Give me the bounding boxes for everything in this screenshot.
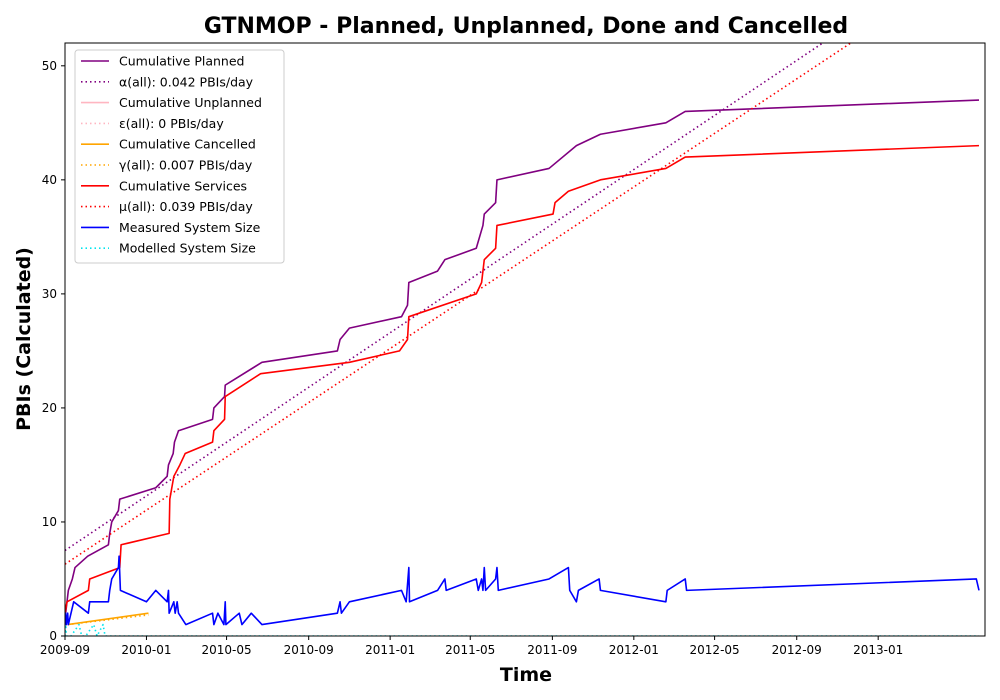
legend-box bbox=[74, 49, 285, 264]
x-axis: 2009-09 2010-01 2010-05 2010-09 2011-01 2011-… bbox=[40, 636, 903, 657]
legend-label-2: Cumulative Unplanned bbox=[119, 95, 262, 110]
y-tick-label: 30 bbox=[42, 287, 57, 301]
x-axis-label: Time bbox=[500, 664, 552, 686]
series-line-all-1 bbox=[65, 43, 824, 552]
x-tick-label: 2011-01 bbox=[365, 643, 415, 657]
x-tick-label: 2013-01 bbox=[853, 643, 903, 657]
y-tick-label: 0 bbox=[49, 629, 57, 643]
series-layer bbox=[65, 43, 980, 636]
legend-label-3: ε(all): 0 PBIs/day bbox=[119, 116, 224, 131]
legend-label-6: Cumulative Services bbox=[119, 178, 247, 193]
legend-label-5: γ(all): 0.007 PBIs/day bbox=[119, 158, 253, 173]
legend-items: Cumulative Planned α(all): 0.042 PBIs/day… bbox=[81, 54, 262, 256]
legend-label-0: Cumulative Planned bbox=[119, 54, 244, 69]
x-tick-label: 2009-09 bbox=[40, 643, 90, 657]
y-tick-label: 10 bbox=[42, 515, 57, 529]
series-line-cumulative-services-6 bbox=[65, 144, 980, 614]
y-tick-label: 20 bbox=[42, 401, 57, 415]
legend-label-7: μ(all): 0.039 PBIs/day bbox=[119, 199, 253, 214]
y-tick-label: 40 bbox=[42, 173, 57, 187]
chart-title: GTNMOP - Planned, Unplanned, Done and Ca… bbox=[204, 14, 848, 39]
plot-frame bbox=[64, 42, 986, 637]
y-axis-label: PBIs (Calculated) bbox=[13, 247, 35, 431]
x-tick-label: 2012-05 bbox=[690, 643, 740, 657]
x-tick-label: 2011-05 bbox=[445, 643, 495, 657]
x-tick-label: 2010-05 bbox=[201, 643, 251, 657]
legend-label-4: Cumulative Cancelled bbox=[119, 137, 256, 152]
legend-label-1: α(all): 0.042 PBIs/day bbox=[119, 74, 254, 89]
y-tick-label: 50 bbox=[42, 59, 57, 73]
x-tick-label: 2010-01 bbox=[121, 643, 171, 657]
x-tick-label: 2011-09 bbox=[527, 643, 577, 657]
x-tick-label: 2012-09 bbox=[772, 643, 822, 657]
series-line-measured-system-size-8 bbox=[65, 555, 980, 626]
x-tick-label: 2010-09 bbox=[284, 643, 334, 657]
series-line-cumulative-planned-0 bbox=[65, 99, 980, 625]
legend-label-8: Measured System Size bbox=[119, 220, 261, 235]
legend-label-9: Modelled System Size bbox=[119, 241, 256, 256]
legend: Cumulative Planned α(all): 0.042 PBIs/day… bbox=[74, 49, 285, 264]
series-line-all-5 bbox=[67, 614, 149, 626]
x-tick-label: 2012-01 bbox=[609, 643, 659, 657]
y-axis: 0 10 20 30 40 50 bbox=[42, 59, 65, 643]
